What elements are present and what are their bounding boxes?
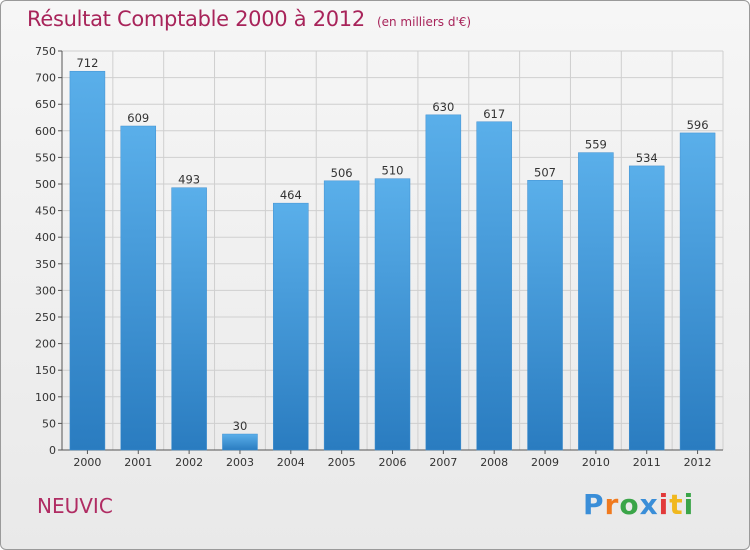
value-labels: 712 609 493 30 464 506 510 630 617 507 559 534 596: [76, 56, 708, 433]
chart-subtitle: (en milliers d'€): [376, 15, 472, 29]
y-tick-label: 500: [35, 178, 56, 191]
proxiti-logo: Proxiti: [583, 488, 694, 521]
bar-2002: [171, 187, 207, 451]
logo-letter: r: [604, 488, 620, 521]
bars: [69, 70, 716, 451]
y-tick-label: 150: [35, 364, 56, 377]
y-tick-label: 350: [35, 258, 56, 271]
bar-2010: [578, 152, 614, 451]
x-tick-label: 2009: [531, 456, 559, 469]
x-tick-label: 2002: [175, 456, 203, 469]
x-tick-label: 2005: [328, 456, 356, 469]
value-label: 506: [331, 166, 353, 180]
x-tick-label: 2001: [124, 456, 152, 469]
commune-name: NEUVIC: [37, 494, 113, 518]
value-label: 596: [687, 118, 709, 132]
bar-2000: [69, 70, 106, 451]
x-tick-label: 2006: [379, 456, 407, 469]
y-tick-label: 450: [35, 205, 56, 218]
chart-title: Résultat Comptable 2000 à 2012 (en millie…: [27, 7, 471, 31]
x-tick-label: 2007: [429, 456, 457, 469]
value-label: 617: [483, 107, 505, 121]
value-label: 534: [636, 151, 658, 165]
y-tick-label: 750: [35, 45, 56, 58]
value-label: 507: [534, 165, 556, 179]
chart-title-text: Résultat Comptable 2000 à 2012: [27, 7, 365, 31]
value-label: 510: [382, 164, 404, 178]
y-tick-label: 0: [49, 444, 56, 457]
value-label: 464: [280, 188, 302, 202]
value-label: 493: [178, 173, 200, 187]
bar-2011: [628, 165, 665, 451]
x-tick-label: 2003: [226, 456, 254, 469]
y-tick-label: 50: [42, 417, 56, 430]
y-tick-label: 650: [35, 98, 56, 111]
y-tick-label: 600: [35, 125, 56, 138]
bar-2003: [222, 433, 258, 451]
x-tick-label: 2004: [277, 456, 305, 469]
y-tick-label: 700: [35, 72, 56, 85]
bar-2001: [120, 125, 157, 451]
axes: 0 50 100 150 200 250 300 350 400 450 500 550 600 650 7…: [35, 45, 723, 469]
x-tick-label: 2011: [633, 456, 661, 469]
value-label: 630: [432, 100, 454, 114]
value-label: 712: [76, 56, 98, 70]
bar-2006: [374, 178, 411, 451]
value-label: 609: [127, 111, 149, 125]
y-tick-label: 550: [35, 151, 56, 164]
y-tick-label: 400: [35, 231, 56, 244]
bar-2008: [476, 121, 512, 451]
x-tick-label: 2000: [73, 456, 101, 469]
bar-2007: [425, 114, 462, 451]
logo-letter: P: [583, 488, 605, 521]
logo-letter: x: [639, 488, 659, 521]
bar-2009: [527, 180, 563, 451]
y-tick-label: 200: [35, 338, 56, 351]
x-tick-label: 2012: [684, 456, 712, 469]
y-tick-label: 250: [35, 311, 56, 324]
value-label: 30: [233, 419, 248, 433]
bar-2012: [679, 132, 716, 451]
logo-letter: i: [658, 488, 670, 521]
y-tick-label: 100: [35, 391, 56, 404]
value-label: 559: [585, 138, 607, 152]
logo-letter: o: [619, 488, 640, 521]
y-tick-label: 300: [35, 284, 56, 297]
logo-letter: t: [669, 488, 684, 521]
logo-letter: i: [683, 488, 695, 521]
x-tick-label: 2008: [480, 456, 508, 469]
x-tick-label: 2010: [582, 456, 610, 469]
bar-2004: [273, 202, 309, 451]
bar-2005: [323, 180, 360, 451]
